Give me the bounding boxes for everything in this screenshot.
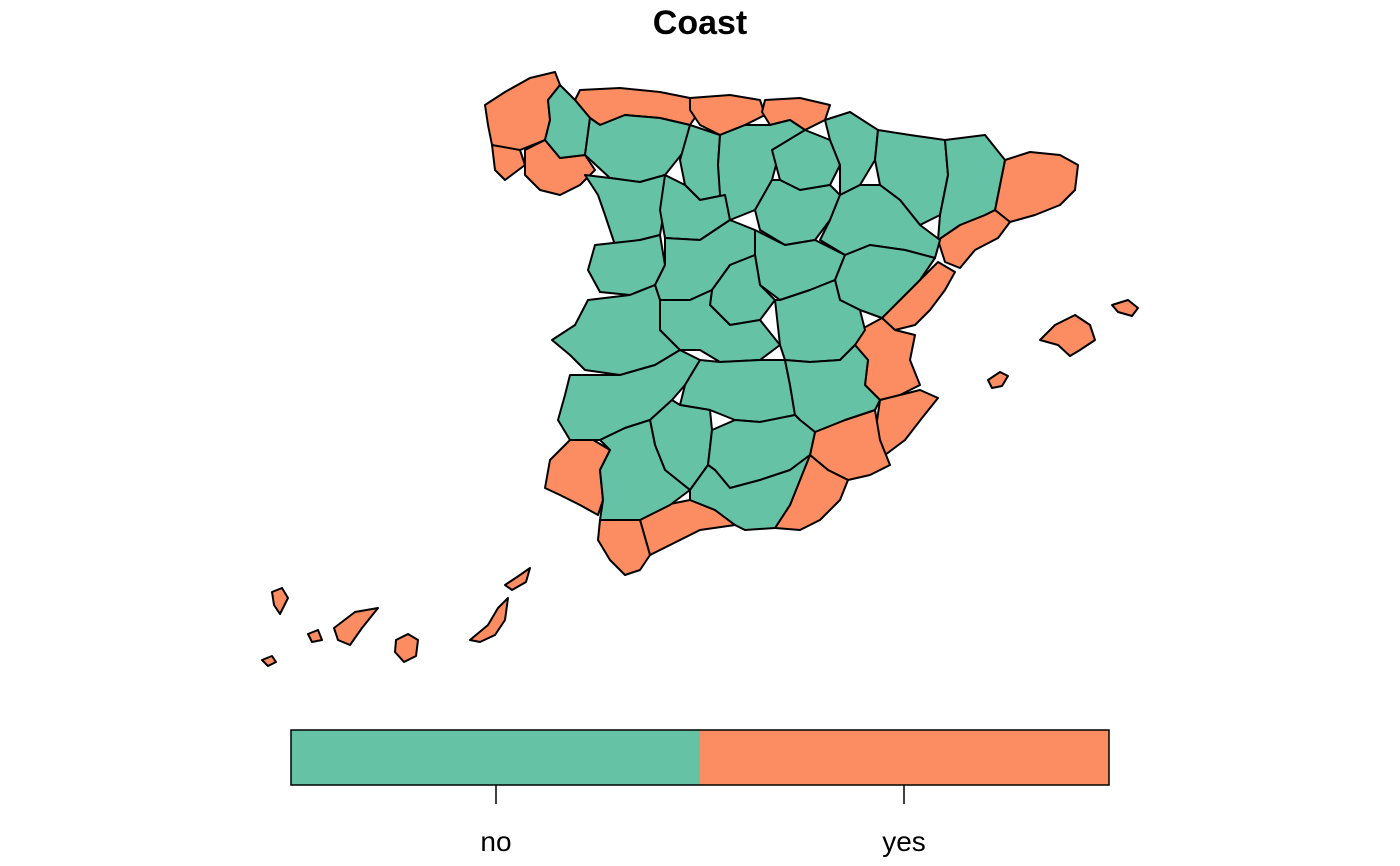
- inland-provinces: [544, 84, 1006, 531]
- legend-swatch-no: [291, 730, 700, 785]
- legend: [290, 729, 1110, 804]
- province-granada[interactable]: [689, 454, 811, 531]
- island-ibiza[interactable]: [987, 371, 1009, 389]
- province-girona-barcelona[interactable]: [994, 151, 1079, 223]
- island-gran-canaria[interactable]: [394, 633, 419, 663]
- province-alicante[interactable]: [874, 389, 939, 456]
- legend-label-yes: yes: [882, 826, 926, 857]
- island-mallorca[interactable]: [1039, 314, 1096, 357]
- province-cadiz[interactable]: [597, 519, 651, 576]
- island-lanzarote[interactable]: [504, 567, 531, 591]
- island-la-gomera[interactable]: [307, 629, 323, 643]
- legend-swatch-yes: [700, 730, 1109, 785]
- province-zamora-salamanca-north[interactable]: [584, 174, 666, 246]
- island-fuerteventura[interactable]: [469, 597, 509, 643]
- map-title: Coast: [652, 4, 748, 42]
- province-sevilla[interactable]: [599, 419, 691, 521]
- province-pontevedra[interactable]: [491, 144, 526, 181]
- province-huesca[interactable]: [874, 129, 949, 226]
- island-la-palma[interactable]: [271, 587, 289, 615]
- island-menorca[interactable]: [1111, 299, 1139, 317]
- legend-frame: [290, 729, 1110, 786]
- island-el-hierro[interactable]: [261, 655, 277, 667]
- province-leon[interactable]: [584, 114, 691, 183]
- province-lleida[interactable]: [937, 134, 1006, 241]
- legend-label-no: no: [480, 826, 512, 857]
- island-tenerife[interactable]: [333, 607, 379, 646]
